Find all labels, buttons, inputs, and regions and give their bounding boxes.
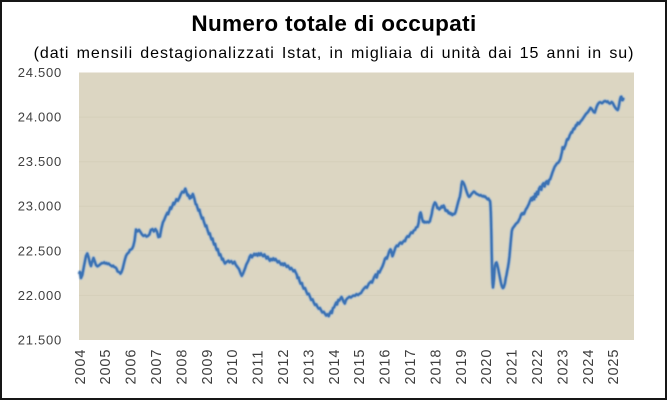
svg-text:2019: 2019 [454, 349, 470, 385]
svg-text:2017: 2017 [403, 349, 419, 385]
svg-text:2008: 2008 [174, 349, 190, 385]
svg-text:2015: 2015 [352, 349, 368, 385]
svg-text:24.500: 24.500 [18, 65, 62, 80]
svg-text:2025: 2025 [606, 349, 622, 385]
svg-text:2020: 2020 [479, 349, 495, 385]
svg-text:23.000: 23.000 [18, 199, 62, 214]
svg-text:22.000: 22.000 [18, 288, 62, 303]
svg-text:2024: 2024 [581, 349, 597, 385]
svg-text:2011: 2011 [251, 350, 267, 385]
svg-text:22.500: 22.500 [18, 243, 62, 258]
svg-text:2014: 2014 [327, 349, 343, 385]
svg-text:2018: 2018 [428, 349, 444, 385]
svg-text:23.500: 23.500 [18, 154, 62, 169]
svg-text:2009: 2009 [200, 349, 216, 385]
svg-text:2007: 2007 [149, 349, 165, 385]
svg-text:2022: 2022 [530, 349, 546, 385]
svg-text:2016: 2016 [378, 349, 394, 385]
svg-text:21.500: 21.500 [18, 333, 62, 348]
svg-text:2023: 2023 [555, 349, 571, 385]
svg-text:2006: 2006 [124, 349, 140, 385]
svg-text:2010: 2010 [225, 349, 241, 385]
svg-text:2005: 2005 [98, 349, 114, 385]
svg-text:2012: 2012 [276, 349, 292, 385]
svg-text:24.000: 24.000 [18, 110, 62, 125]
svg-text:2013: 2013 [301, 349, 317, 385]
svg-text:2004: 2004 [73, 349, 89, 385]
svg-text:2021: 2021 [505, 349, 521, 385]
